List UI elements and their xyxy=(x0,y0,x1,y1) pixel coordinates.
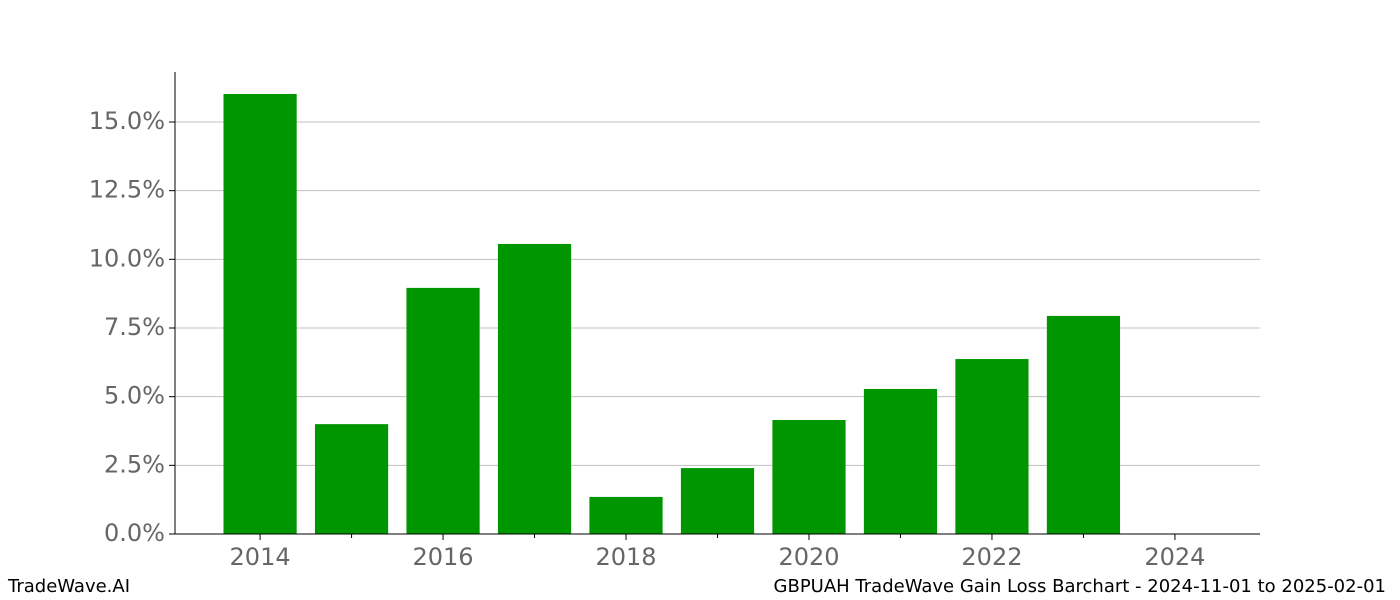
bar xyxy=(680,468,755,534)
bar xyxy=(497,243,572,534)
bar xyxy=(314,424,389,534)
x-tick-label: 2018 xyxy=(595,543,656,571)
y-tick-label: 10.0% xyxy=(89,244,165,272)
x-tick-label: 2022 xyxy=(961,543,1022,571)
bar xyxy=(589,496,663,534)
y-tick-label: 12.5% xyxy=(89,176,165,204)
bar xyxy=(772,420,846,534)
y-tick-label: 5.0% xyxy=(104,382,165,410)
bar xyxy=(223,93,297,534)
x-tick-label: 2016 xyxy=(413,543,474,571)
bar xyxy=(955,359,1029,534)
x-tick-label: 2024 xyxy=(1144,543,1205,571)
x-tick-label: 2014 xyxy=(230,543,291,571)
bar xyxy=(863,388,938,534)
bar xyxy=(1046,315,1121,534)
y-tick-label: 0.0% xyxy=(104,519,165,547)
y-tick-label: 15.0% xyxy=(89,107,165,135)
y-tick-label: 7.5% xyxy=(104,313,165,341)
y-tick-label: 2.5% xyxy=(104,450,165,478)
bar xyxy=(406,287,480,534)
caption: GBPUAH TradeWave Gain Loss Barchart - 20… xyxy=(774,576,1386,597)
x-tick-label: 2020 xyxy=(778,543,839,571)
watermark: TradeWave.AI xyxy=(7,576,130,597)
